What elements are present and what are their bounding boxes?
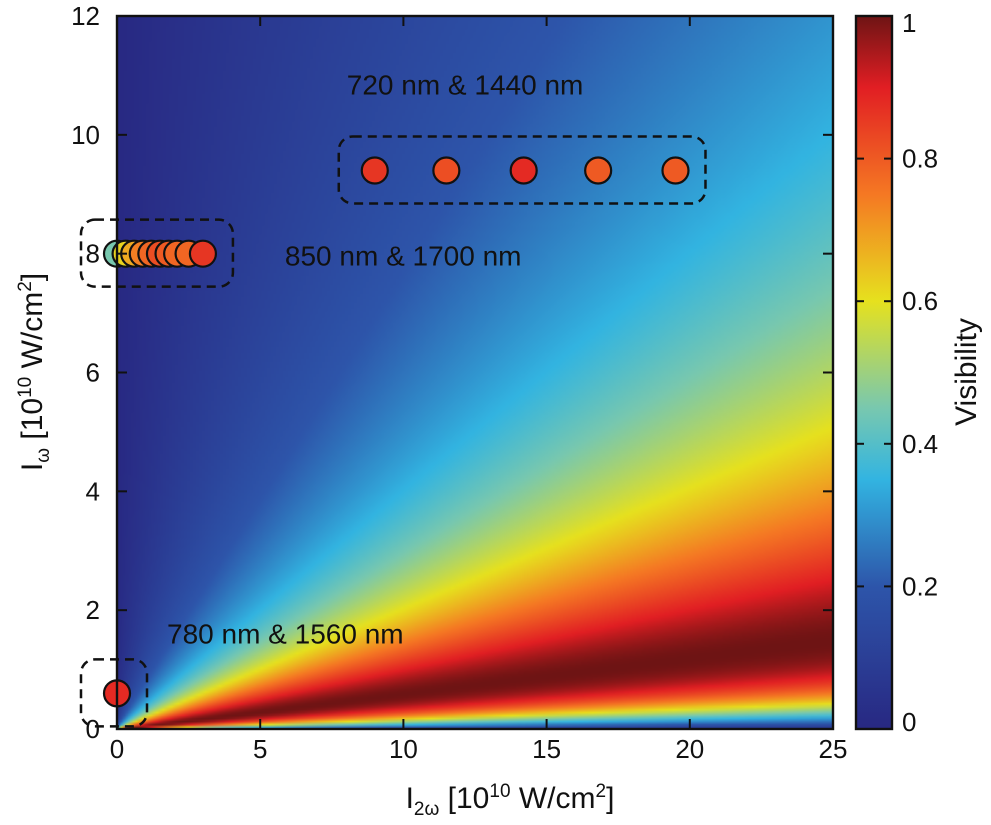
y-axis-label-sub: ω: [33, 448, 54, 463]
y-axis-label-sup2: 2: [15, 281, 36, 292]
y-tick-label: 8: [86, 239, 100, 269]
x-tick-label: 5: [253, 734, 267, 764]
group-label: 780 nm & 1560 nm: [167, 618, 404, 649]
y-axis-label-base: I: [16, 463, 49, 471]
x-tick-label: 20: [675, 734, 704, 764]
x-axis-label-sub: 2ω: [414, 799, 440, 820]
x-axis-label-base: I: [406, 782, 414, 815]
colorbar-tick-label: 0.4: [902, 429, 938, 459]
colorbar-tick-label: 0.8: [902, 144, 938, 174]
data-point: [188, 239, 218, 268]
data-point: [360, 156, 389, 185]
x-tick-label: 10: [389, 734, 418, 764]
y-axis-label-sup1: 10: [15, 377, 36, 398]
y-axis-label-text: [10: [16, 398, 49, 448]
data-point: [509, 156, 538, 185]
group-box: [79, 658, 149, 728]
y-tick-label: 4: [86, 476, 100, 506]
colorbar-tick-label: 1: [902, 8, 916, 38]
y-tick-label: 2: [86, 595, 100, 625]
y-axis: 0 2 4 6 8 10 12: [71, 1, 833, 744]
group-box: [79, 218, 235, 288]
y-axis-label-text2: W/cm: [16, 292, 49, 377]
group-label: 720 nm & 1440 nm: [347, 69, 584, 100]
x-axis-label-sup1: 10: [489, 781, 510, 802]
x-tick-label: 15: [532, 734, 561, 764]
colorbar-gradient: [854, 14, 894, 731]
x-tick-label: 0: [110, 734, 124, 764]
colorbar-tick-label: 0.6: [902, 286, 938, 316]
colorbar: 0 0.2 0.4 0.6 0.8 1 Visibility: [854, 8, 983, 737]
group-box: [337, 135, 707, 205]
heatmap-image: [117, 16, 833, 729]
data-point: [661, 156, 690, 185]
y-tick-label: 0: [86, 714, 100, 744]
y-axis-label-text3: ]: [16, 273, 49, 281]
y-tick-label: 10: [71, 120, 100, 150]
colorbar-tick-label: 0: [902, 707, 916, 737]
colorbar-tick-label: 0.2: [902, 571, 938, 601]
x-axis-label-text: [10: [439, 782, 489, 815]
colorbar-label: Visibility: [950, 318, 983, 426]
y-tick-label: 12: [71, 1, 100, 31]
group-labels: 780 nm & 1560 nm 850 nm & 1700 nm 720 nm &…: [167, 69, 583, 649]
data-point: [584, 156, 613, 185]
data-point: [432, 156, 461, 185]
y-axis-label: Iω [1010 W/cm2]: [15, 273, 54, 471]
x-tick-label: 25: [819, 734, 848, 764]
group-boxes: [79, 135, 707, 728]
x-axis-label: I2ω [1010 W/cm2]: [406, 781, 615, 820]
x-axis: 0 5 10 15 20 25: [110, 16, 848, 764]
x-axis-label-text3: ]: [606, 782, 614, 815]
x-axis-label-sup2: 2: [596, 781, 607, 802]
x-axis-label-text2: W/cm: [511, 782, 596, 815]
y-tick-label: 6: [86, 358, 100, 388]
group-label: 850 nm & 1700 nm: [285, 241, 522, 272]
colorbar-ticks: 0 0.2 0.4 0.6 0.8 1: [856, 8, 938, 737]
